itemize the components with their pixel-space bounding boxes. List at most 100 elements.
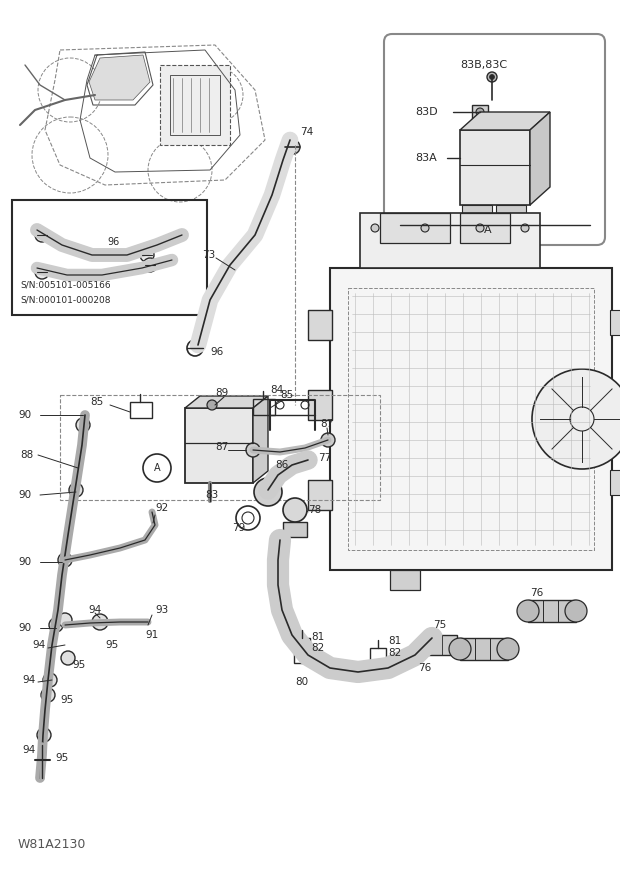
Bar [460,130,530,205]
Text: 95: 95 [55,753,68,763]
Bar [528,600,576,622]
Polygon shape [460,112,550,130]
Text: 87: 87 [320,419,334,429]
Bar [170,75,220,135]
Text: 96: 96 [210,347,223,357]
Circle shape [476,108,484,116]
Circle shape [207,400,217,410]
Circle shape [497,638,519,660]
Circle shape [69,483,83,497]
Bar [472,105,488,119]
Circle shape [41,688,55,702]
Text: 75: 75 [433,620,446,630]
Circle shape [487,72,497,82]
Circle shape [517,600,539,622]
Text: 83D: 83D [415,107,438,117]
Text: 91: 91 [145,630,158,640]
Text: W81A2130: W81A2130 [18,838,86,851]
Circle shape [421,224,429,232]
Circle shape [532,369,620,469]
Bar [496,205,526,213]
Circle shape [58,553,72,567]
Text: 93: 93 [155,605,168,615]
Text: 90: 90 [18,557,31,567]
Circle shape [254,478,282,506]
Text: 82: 82 [388,648,401,658]
Circle shape [58,613,72,627]
Bar [160,65,230,145]
Circle shape [143,454,171,482]
Text: A: A [484,225,492,235]
Bar [370,648,386,673]
Text: 87: 87 [215,442,228,452]
Text: A: A [154,463,161,473]
Text: 85: 85 [90,397,104,407]
Circle shape [490,74,495,79]
Text: 82: 82 [311,643,324,653]
Circle shape [449,638,471,660]
Bar [308,480,332,510]
Text: S/N:000101-000208: S/N:000101-000208 [20,295,110,305]
Bar [422,635,457,655]
Bar [253,399,275,415]
Text: 94: 94 [88,605,101,615]
Circle shape [140,248,154,262]
Text: 83A: 83A [415,153,436,163]
Text: 90: 90 [18,623,31,633]
Text: 84: 84 [270,385,283,395]
Text: 77: 77 [318,453,331,463]
Text: 95: 95 [72,660,86,670]
Polygon shape [530,112,550,205]
Bar [185,408,253,483]
Bar [360,213,540,268]
Text: 92: 92 [155,503,168,513]
Text: 83B,83C: 83B,83C [460,60,507,70]
Text: 95: 95 [60,695,73,705]
Text: 81: 81 [311,632,324,642]
Text: 86: 86 [275,460,288,470]
Text: 94: 94 [22,675,35,685]
Bar [462,205,492,213]
Bar [348,288,594,550]
Circle shape [283,498,307,522]
Circle shape [35,265,49,279]
Bar [60,395,380,500]
Circle shape [262,486,274,498]
Bar [460,638,508,660]
Circle shape [76,418,90,432]
Text: 80: 80 [295,677,308,687]
Text: 90: 90 [18,410,31,420]
Circle shape [92,614,108,630]
Text: 73: 73 [202,250,215,260]
Circle shape [35,228,49,242]
Text: 94: 94 [32,640,45,650]
Bar [610,470,620,495]
Text: 76: 76 [418,663,432,673]
Circle shape [246,443,260,457]
Circle shape [61,651,75,665]
Text: 85: 85 [280,390,293,400]
Circle shape [49,618,63,632]
Bar [308,390,332,420]
Text: 83: 83 [205,490,218,500]
Circle shape [143,258,157,272]
Bar [460,213,510,243]
Text: 96: 96 [107,237,119,247]
Circle shape [37,728,51,742]
Circle shape [286,140,300,154]
Circle shape [43,673,57,687]
Bar [610,310,620,335]
Circle shape [371,224,379,232]
Text: 79: 79 [232,523,246,533]
Bar [12,200,207,315]
Bar [390,570,420,590]
Text: 90: 90 [18,490,31,500]
Text: 89: 89 [215,388,228,398]
Bar [380,213,450,243]
Bar [308,310,332,340]
Text: 95: 95 [105,640,118,650]
Text: 74: 74 [300,127,313,137]
Text: 76: 76 [530,588,543,598]
Text: 78: 78 [308,505,321,515]
Bar [283,522,307,537]
